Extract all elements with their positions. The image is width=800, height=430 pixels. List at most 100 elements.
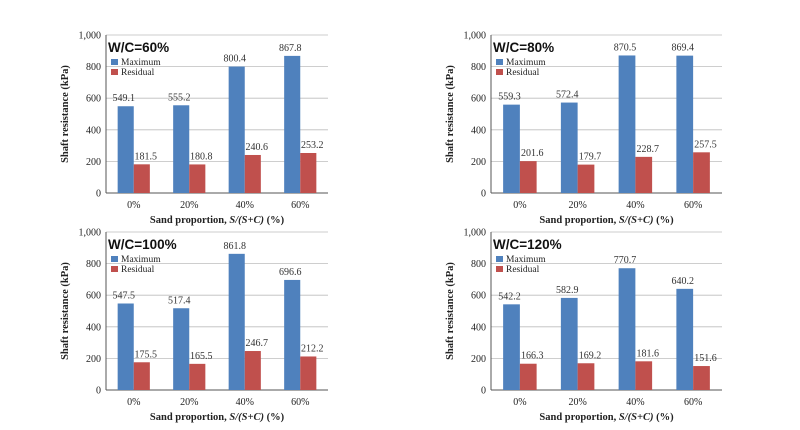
residual-data-label: 180.8 xyxy=(190,151,213,162)
residual-legend-label: Residual xyxy=(506,265,540,275)
residual-bar xyxy=(244,351,261,390)
maximum-data-label: 800.4 xyxy=(223,54,246,65)
panel-title: W/C=60% xyxy=(108,40,169,55)
residual-legend-label: Residual xyxy=(506,68,540,78)
maximum-bar xyxy=(560,297,578,390)
maximum-data-label: 696.6 xyxy=(279,267,302,278)
y-tick-label: 400 xyxy=(471,322,486,333)
maximum-bar xyxy=(173,308,190,390)
y-tick-label: 1,000 xyxy=(464,31,487,42)
maximum-bar xyxy=(618,268,636,390)
y-tick-label: 200 xyxy=(471,354,486,365)
x-tick-label: 20% xyxy=(568,200,586,211)
maximum-bar xyxy=(284,279,301,390)
y-tick-label: 200 xyxy=(86,157,101,168)
maximum-data-label: 517.4 xyxy=(168,295,191,306)
x-tick-label: 20% xyxy=(568,397,586,408)
residual-data-label: 246.7 xyxy=(246,338,269,349)
maximum-data-label: 549.1 xyxy=(112,93,135,104)
residual-legend-swatch xyxy=(111,266,118,272)
maximum-legend-swatch xyxy=(111,59,118,65)
residual-bar xyxy=(693,152,710,193)
residual-data-label: 240.6 xyxy=(246,142,269,153)
residual-bar xyxy=(635,156,653,193)
x-axis-title-prefix: Sand proportion, xyxy=(150,215,229,226)
x-tick-label: 0% xyxy=(127,397,140,408)
x-axis-title-unit: (%) xyxy=(653,215,674,226)
x-tick-label: 40% xyxy=(236,200,254,211)
maximum-legend-label: Maximum xyxy=(121,255,161,265)
maximum-bar xyxy=(117,303,134,390)
residual-bar xyxy=(300,152,317,193)
x-axis-title-variable: S/(S+C) xyxy=(619,412,654,423)
y-tick-label: 400 xyxy=(86,322,101,333)
y-tick-label: 0 xyxy=(96,189,101,200)
maximum-bar xyxy=(676,288,694,390)
residual-legend-label: Residual xyxy=(121,265,155,275)
x-tick-label: 0% xyxy=(513,397,526,408)
residual-bar xyxy=(519,161,537,193)
residual-data-label: 212.2 xyxy=(301,343,324,354)
maximum-bar xyxy=(284,55,301,193)
residual-legend-swatch xyxy=(111,69,118,75)
y-tick-label: 0 xyxy=(481,386,486,397)
residual-data-label: 181.6 xyxy=(636,348,659,359)
y-tick-label: 600 xyxy=(86,94,101,105)
maximum-data-label: 867.8 xyxy=(279,43,302,54)
chart-panel-3: 0 200 400 600 800 1,000 547.5 175.5 0% 517.4 165.5… xyxy=(60,228,328,423)
residual-data-label: 253.2 xyxy=(301,140,324,151)
maximum-data-label: 770.7 xyxy=(614,255,637,266)
maximum-bar xyxy=(560,102,578,193)
y-axis-title: Shaft resistance (kPa) xyxy=(60,262,71,360)
maximum-legend-label: Maximum xyxy=(506,58,546,68)
maximum-data-label: 555.2 xyxy=(168,92,191,103)
panel-title: W/C=120% xyxy=(493,237,562,252)
y-tick-label: 1,000 xyxy=(79,31,102,42)
y-tick-label: 800 xyxy=(86,259,101,270)
y-tick-label: 800 xyxy=(471,259,486,270)
residual-bar xyxy=(133,164,150,193)
x-axis-title-prefix: Sand proportion, xyxy=(539,412,618,423)
x-tick-label: 40% xyxy=(626,397,644,408)
residual-bar xyxy=(635,361,653,390)
y-tick-label: 400 xyxy=(86,125,101,136)
maximum-bar xyxy=(618,55,636,193)
x-tick-label: 20% xyxy=(180,200,198,211)
maximum-data-label: 861.8 xyxy=(223,241,246,252)
maximum-data-label: 572.4 xyxy=(556,90,579,101)
x-tick-label: 60% xyxy=(684,200,702,211)
maximum-bar xyxy=(117,106,134,193)
panel-title: W/C=80% xyxy=(493,40,554,55)
maximum-data-label: 869.4 xyxy=(672,43,695,54)
residual-data-label: 181.5 xyxy=(135,151,158,162)
panel-title: W/C=100% xyxy=(108,237,177,252)
x-axis-title-prefix: Sand proportion, xyxy=(150,412,229,423)
maximum-data-label: 640.2 xyxy=(672,276,695,287)
maximum-bar xyxy=(503,304,520,390)
residual-data-label: 257.5 xyxy=(694,139,717,150)
y-axis-title: Shaft resistance (kPa) xyxy=(445,65,456,163)
y-axis-title: Shaft resistance (kPa) xyxy=(445,262,456,360)
maximum-bar xyxy=(228,66,245,193)
x-tick-label: 60% xyxy=(684,397,702,408)
residual-data-label: 228.7 xyxy=(636,144,659,155)
maximum-data-label: 559.3 xyxy=(498,92,521,103)
maximum-data-label: 582.9 xyxy=(556,285,579,296)
residual-bar xyxy=(133,362,150,390)
maximum-data-label: 542.2 xyxy=(498,291,521,302)
y-tick-label: 0 xyxy=(96,386,101,397)
residual-data-label: 151.6 xyxy=(694,353,717,364)
x-axis-title: Sand proportion, S/(S+C) (%) xyxy=(539,412,674,423)
residual-bar xyxy=(189,164,206,193)
x-tick-label: 40% xyxy=(236,397,254,408)
residual-legend-label: Residual xyxy=(121,68,155,78)
x-axis-title-unit: (%) xyxy=(264,215,285,226)
x-tick-label: 60% xyxy=(291,397,309,408)
x-axis-title: Sand proportion, S/(S+C) (%) xyxy=(539,215,674,226)
y-tick-label: 1,000 xyxy=(464,228,487,239)
residual-legend-swatch xyxy=(496,266,503,272)
residual-data-label: 175.5 xyxy=(135,349,158,360)
y-tick-label: 600 xyxy=(471,291,486,302)
residual-data-label: 166.3 xyxy=(521,351,544,362)
